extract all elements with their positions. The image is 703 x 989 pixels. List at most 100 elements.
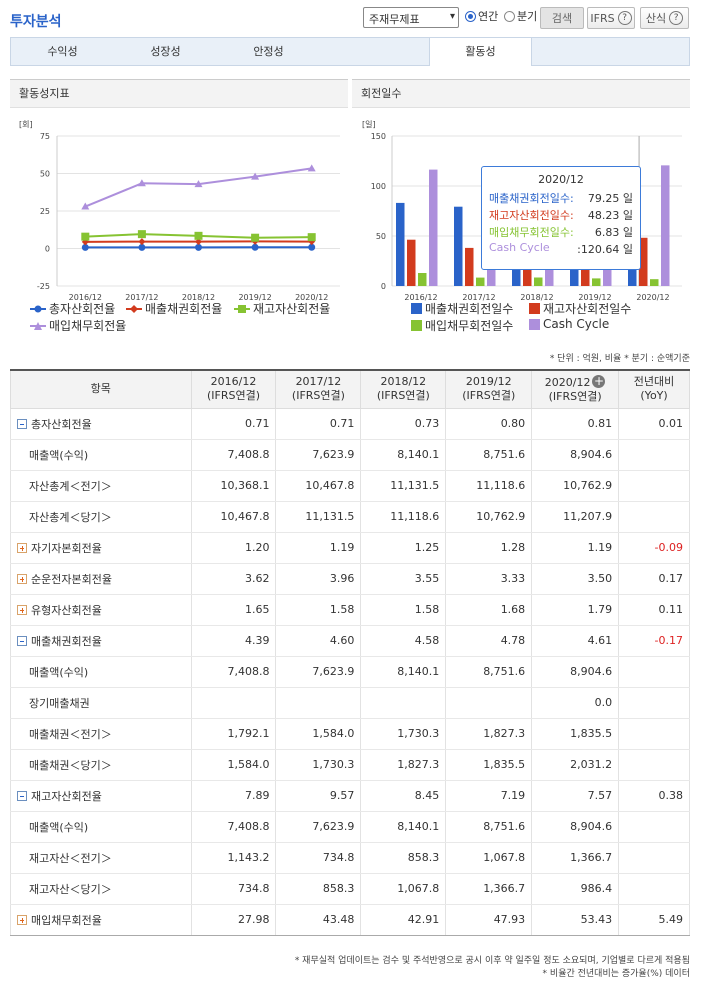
data-point[interactable] — [137, 179, 146, 187]
table-cell: 1,835.5 — [445, 749, 533, 781]
expand-icon[interactable] — [17, 604, 27, 615]
legend-item[interactable]: 매출채권회전율 — [126, 300, 222, 317]
bar[interactable] — [407, 239, 416, 286]
add-column-icon[interactable]: + — [592, 373, 606, 388]
tab-activity[interactable]: 활동성 — [429, 37, 532, 66]
bar[interactable] — [454, 206, 463, 286]
tooltip-label: 매입채무회전일수: — [489, 226, 574, 239]
radio-annual-label: 연간 — [478, 10, 499, 23]
row-label: 자산총계＜전기＞ — [10, 470, 192, 502]
table-cell — [618, 718, 690, 750]
table-cell: 1.19 — [531, 532, 620, 564]
expand-icon[interactable] — [17, 573, 27, 584]
data-point[interactable] — [138, 243, 146, 251]
legend-item[interactable]: 매입채무회전일수 — [411, 317, 513, 334]
table-row: 매출액(수익) 7,408.8 7,623.9 8,140.1 8,751.6 8,904… — [10, 656, 690, 688]
bar[interactable] — [534, 277, 543, 287]
table-cell: 1,366.7 — [445, 873, 533, 905]
table-cell: 8,140.1 — [360, 656, 447, 688]
legend-item[interactable]: 재고자산회전율 — [234, 300, 330, 317]
legend-item[interactable]: 총자산회전율 — [30, 300, 115, 317]
data-point[interactable] — [251, 233, 260, 242]
data-point[interactable] — [308, 243, 316, 251]
ifrs-help-button[interactable]: IFRS ? — [587, 7, 635, 29]
collapse-icon[interactable] — [17, 790, 27, 801]
table-row: 매입채무회전율 27.98 43.48 42.91 47.93 53.43 5.49 — [10, 904, 690, 936]
data-point[interactable] — [137, 230, 146, 239]
tooltip-row: Cash Cycle:120.64 일 — [489, 241, 633, 258]
table-cell: 4.39 — [190, 625, 277, 657]
table-cell: 8,140.1 — [360, 439, 447, 471]
y-tick-label: 0 — [381, 282, 386, 291]
bar[interactable] — [396, 202, 405, 286]
collapse-icon[interactable] — [17, 418, 27, 429]
tab-profitability[interactable]: 수익성 — [47, 45, 78, 58]
radio-annual[interactable]: 연간 — [465, 8, 498, 24]
data-point[interactable] — [81, 243, 89, 251]
data-point[interactable] — [194, 180, 203, 188]
legend-item[interactable]: Cash Cycle — [529, 317, 609, 331]
legend-label: 재고자산회전율 — [253, 302, 331, 316]
radio-unchecked-icon — [504, 10, 515, 22]
data-point[interactable] — [195, 238, 202, 246]
table-cell: 8,751.6 — [445, 439, 533, 471]
table-cell: 0.01 — [618, 408, 690, 440]
bar[interactable] — [465, 247, 474, 286]
bar[interactable] — [418, 273, 427, 286]
expand-icon[interactable] — [17, 542, 27, 553]
data-point[interactable] — [194, 231, 203, 240]
expand-icon[interactable] — [17, 914, 27, 925]
bar[interactable] — [650, 279, 659, 286]
table-cell: 11,131.5 — [275, 501, 362, 533]
data-point[interactable] — [307, 233, 316, 242]
table-cell: 4.60 — [275, 625, 362, 657]
legend-item[interactable]: 매입채무회전율 — [30, 317, 126, 334]
row-label: 재고자산＜전기＞ — [10, 842, 192, 874]
chevron-down-icon: ▾ — [449, 11, 455, 22]
bar[interactable] — [476, 277, 485, 286]
bar[interactable] — [429, 169, 438, 286]
data-point[interactable] — [81, 202, 90, 210]
table-cell: 11,131.5 — [360, 470, 447, 502]
legend-item[interactable]: 재고자산회전일수 — [529, 300, 631, 317]
column-header: 2016/12 (IFRS연결) — [190, 369, 277, 409]
table-cell: 8,904.6 — [531, 656, 620, 688]
tab-growth[interactable]: 성장성 — [150, 45, 181, 58]
table-cell: 4.58 — [360, 625, 447, 657]
search-button[interactable]: 검색 — [540, 7, 584, 29]
bar[interactable] — [592, 278, 601, 286]
legend-line-triangle-icon — [30, 321, 46, 330]
data-point[interactable] — [307, 164, 316, 172]
collapse-icon[interactable] — [17, 635, 27, 646]
table-row: 재고자산＜당기＞ 734.8 858.3 1,067.8 1,366.7 986.4 — [10, 873, 690, 905]
legend-label: 매입채무회전율 — [49, 319, 127, 333]
table-cell: 43.48 — [275, 904, 362, 936]
bar[interactable] — [639, 237, 648, 286]
radio-quarter[interactable]: 분기 — [504, 8, 537, 24]
legend-item[interactable]: 매출채권회전일수 — [411, 300, 513, 317]
formula-help-button[interactable]: 산식 ? — [640, 7, 689, 29]
data-point[interactable] — [195, 243, 202, 251]
bar[interactable] — [661, 165, 670, 286]
tab-stability[interactable]: 안정성 — [253, 45, 284, 58]
table-row: 유형자산회전율 1.65 1.58 1.58 1.68 1.79 0.11 — [10, 594, 690, 626]
data-point[interactable] — [251, 243, 259, 251]
table-cell: 1.58 — [360, 594, 447, 626]
table-cell: 11,207.9 — [531, 501, 620, 533]
table-cell: 3.62 — [190, 563, 277, 595]
table-cell: 1,143.2 — [190, 842, 277, 874]
data-point[interactable] — [138, 238, 146, 246]
tooltip-value: 79.25 — [587, 192, 620, 205]
tooltip-title: 2020/12 — [538, 173, 584, 186]
table-cell — [618, 842, 690, 874]
column-header: 항목 — [10, 369, 192, 409]
x-tick-label: 2020/12 — [636, 293, 669, 302]
table-cell: 7,408.8 — [190, 656, 277, 688]
legend-line-diamond-icon — [126, 304, 142, 313]
legend-label: 매출채권회전일수 — [425, 302, 514, 316]
statement-type-select[interactable]: 주재무제표 ▾ — [363, 7, 459, 28]
data-point[interactable] — [81, 232, 90, 241]
row-label: 매출액(수익) — [10, 656, 192, 688]
data-point[interactable] — [251, 172, 260, 180]
row-label: 자산총계＜당기＞ — [10, 501, 192, 533]
